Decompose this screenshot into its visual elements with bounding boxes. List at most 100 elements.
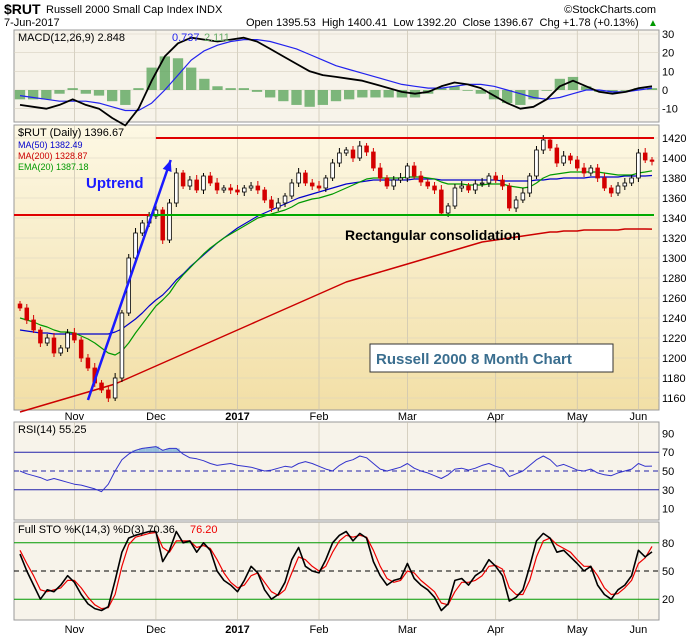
candle-body [174,172,179,204]
macd-histogram-bar [199,78,210,90]
macd-histogram-bar [449,86,460,90]
macd-y-tick: 20 [662,48,674,60]
macd-histogram-bar [581,86,592,90]
candle-body [309,182,315,187]
candle-body [194,179,199,191]
macd-histogram-bar [620,90,631,91]
price-y-tick: 1360 [662,193,686,205]
price-y-tick: 1180 [662,373,686,385]
macd-histogram-bar [93,90,105,96]
candle-body [466,185,471,191]
uptrend-arrowhead-icon [162,160,172,172]
candle-body [31,319,36,331]
candle-body [38,329,43,344]
candle-body [452,187,458,207]
x-tick-label: Apr [487,624,504,636]
consolidation-label: Rectangular consolidation [345,227,521,243]
rsi-overbought-fill [166,448,173,453]
rsi-y-tick: 90 [662,428,674,440]
candle-body [17,303,23,309]
candle-body [561,155,566,164]
candle-body [554,147,560,164]
macd-histogram-bar [594,90,605,92]
rsi-overbought-fill [159,450,167,453]
price-y-tick: 1420 [662,133,686,145]
x-tick-label: May [567,411,588,423]
ema20-line [19,170,653,356]
candle-body [112,377,118,399]
chart-title-box [369,343,614,373]
candle-body [445,205,451,214]
macd-histogram-bar [120,90,131,105]
candle-body [337,152,342,164]
candle-body [636,152,641,179]
macd-histogram-bar [633,88,644,90]
candle-body [574,159,580,169]
candle-body [228,187,233,191]
x-tick-label: 2017 [225,411,249,423]
candle-body [303,172,308,184]
candle-body [51,337,57,354]
candle-body [486,175,492,184]
x-tick-label: 2017 [225,624,249,636]
rsi-overbought-fill [172,448,180,453]
candle-body [262,189,267,201]
candle-body [520,192,526,201]
candle-body [439,189,444,214]
candle-body [459,185,464,189]
rsi-panel [13,421,660,521]
x-tick-label: Nov [65,624,85,636]
candle-body [629,177,634,184]
macd-legend: MACD(12,26,9) 2.848 [18,32,125,44]
macd-histogram-bar [133,88,144,90]
candle-body [595,167,600,179]
sto-y-tick: 50 [662,566,674,578]
x-tick-label: Dec [146,624,166,636]
candle-body [622,182,628,187]
price-y-tick: 1220 [662,333,686,345]
candle-body [527,175,532,194]
candle-body [296,172,301,184]
rsi-y-tick: 30 [662,485,674,497]
candle-body [602,177,607,189]
price-y-tick: 1300 [662,253,686,265]
price-y-tick: 1240 [662,313,686,325]
candle-body [167,202,172,241]
candle-body [330,162,335,179]
macd-histogram-bar [607,90,618,92]
candle-body [534,149,539,177]
candle-body [500,179,505,187]
candle-body [473,183,478,191]
candle-body [140,222,145,234]
uptrend-arrow [86,159,172,401]
sto-y-tick: 20 [662,594,674,606]
macd-histogram-bar [304,90,315,107]
sto-d-line [19,531,653,610]
macd-histogram-bar [383,90,394,98]
rsi-y-tick: 10 [662,504,674,516]
x-tick-label: Feb [310,624,329,636]
candle-body [44,337,50,344]
macd-histogram-bar [238,88,249,90]
candle-body [547,139,553,149]
x-tick-label: Jun [630,411,648,423]
candle-body [493,175,498,181]
candle-body [391,179,397,187]
macd-histogram-bar [225,88,236,90]
candle-body [282,195,288,204]
candle-body [398,177,403,181]
candle-body [377,167,383,179]
macd-histogram-bar [54,90,65,94]
macd-histogram-bar [554,78,565,90]
x-tick-label: Apr [487,411,504,423]
macd-histogram-bar [515,90,526,105]
candle-body [541,139,546,151]
candle-body [289,182,295,197]
macd-histogram-bar [67,88,78,90]
candle-body [208,175,213,184]
price-y-tick: 1400 [662,153,686,165]
x-tick-label: Jun [630,624,648,636]
rsi-line [19,446,653,493]
symbol-title: $RUT [4,1,41,17]
rsi-overbought-fill [132,450,139,453]
